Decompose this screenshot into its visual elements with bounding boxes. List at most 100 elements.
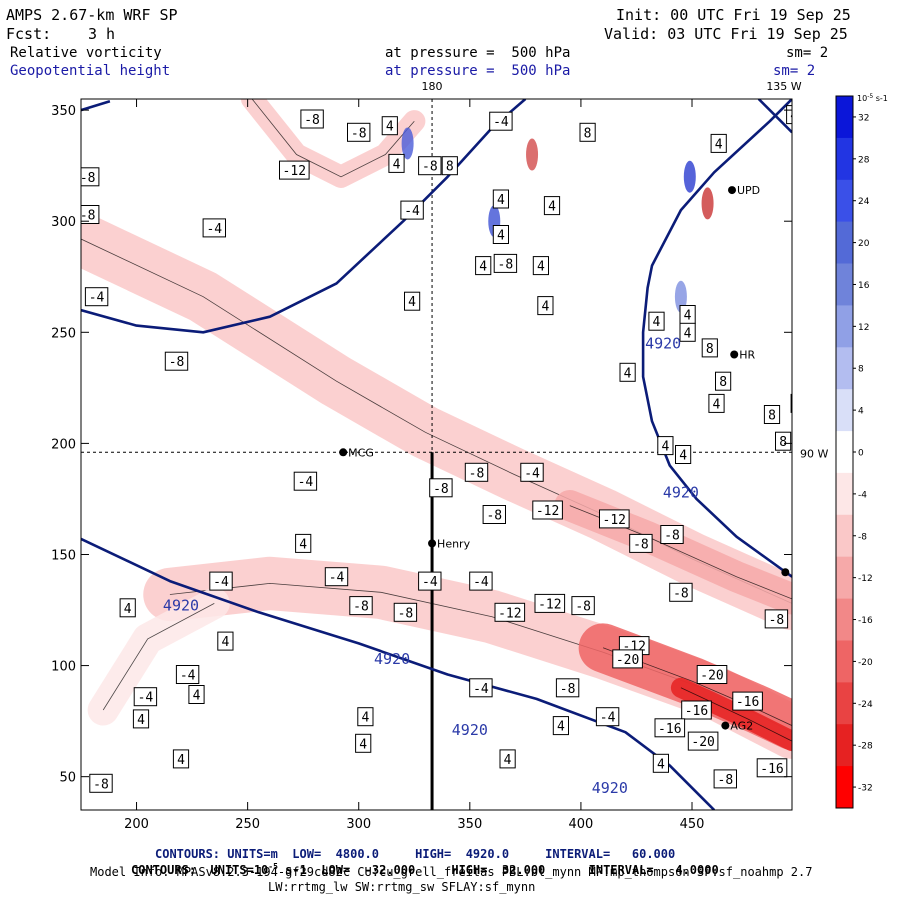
- vorticity-label-box-8: [388, 153, 405, 173]
- vorticity-label-66: -20: [616, 653, 639, 668]
- vorticity-label-3: -8: [80, 171, 96, 186]
- vorticity-label-box-4: [81, 205, 100, 224]
- vorticity-label-box-1: [347, 122, 371, 142]
- colorbar-segment-7: [836, 389, 853, 432]
- x-tick-label-0: 200: [124, 817, 149, 832]
- vorticity-label-box-77: [595, 707, 620, 727]
- colorbar-tick-label-4: 16: [858, 281, 870, 291]
- y-tick-label-3: 200: [51, 437, 76, 452]
- vorticity-label-85: -16: [760, 762, 783, 777]
- vorticity-label-2: -12: [283, 164, 306, 179]
- colorbar-segment-5: [836, 305, 853, 348]
- colorbar-tick-label-8: 0: [858, 449, 864, 459]
- convective-feature-2: [683, 160, 696, 193]
- vorticity-label-56: -8: [398, 606, 414, 621]
- vorticity-label-55: -8: [353, 600, 369, 615]
- vorticity-label-38: 4: [679, 449, 687, 464]
- vorticity-contour-units: UNITS=10-5 s-1: [210, 863, 306, 877]
- y-tick-label-1: 100: [51, 660, 76, 675]
- vorticity-label-50: -4: [213, 575, 229, 590]
- colorbar-tick-label-15: -28: [858, 742, 873, 752]
- vorticity-label-box-70: [133, 687, 158, 707]
- convective-feature-5: [526, 138, 539, 171]
- vorticity-label-81: -20: [691, 735, 714, 750]
- vorticity-label-41: -8: [469, 466, 485, 481]
- colorbar-segment-2: [836, 179, 853, 223]
- vorticity-label-6: 4: [386, 120, 394, 135]
- station-marker-1: [428, 539, 437, 548]
- vorticity-label-box-9: [400, 200, 424, 220]
- vorticity-label-box-39: [293, 471, 318, 491]
- vorticity-label-box-63: [217, 631, 234, 651]
- forecast-label: Fcst:: [6, 25, 52, 43]
- vorticity-label-box-10: [441, 156, 458, 176]
- vorticity-label-29: -8: [169, 355, 185, 370]
- vorticity-label-11: 4: [497, 193, 505, 208]
- vorticity-label-62: -8: [769, 613, 785, 628]
- station-label-4: UPD: [737, 184, 760, 197]
- vorticity-label-83: 4: [177, 753, 185, 768]
- convective-feature-3: [701, 187, 714, 220]
- colorbar-segment-14: [836, 682, 853, 725]
- vorticity-label-box-38: [675, 445, 692, 464]
- longitude-label-90w: 90 W: [800, 447, 828, 460]
- vorticity-label-box-12: [543, 196, 561, 216]
- vorticity-label-69: 4: [193, 688, 201, 703]
- vorticity-label-58: -12: [538, 597, 561, 612]
- vorticity-label-88: -8: [93, 777, 109, 792]
- vorticity-label-box-56: [393, 602, 418, 622]
- colorbar-unit: 10-5 s-1: [857, 93, 888, 103]
- vorticity-label-25: 4: [684, 309, 692, 324]
- vorticity-label-12: 4: [548, 200, 556, 215]
- x-tick-label-1: 250: [235, 817, 260, 832]
- vorticity-contour-info: CONTOURS: UNITS=10-5 s-1 LOW= -32.000 HI…: [131, 851, 719, 877]
- vorticity-label-4: -8: [80, 209, 96, 224]
- model-title: AMPS 2.67-km WRF SP: [6, 6, 178, 24]
- vorticity-label-box-82: [355, 733, 372, 753]
- colorbar-tick-label-12: -16: [858, 616, 873, 626]
- vorticity-label-box-51: [324, 567, 349, 587]
- height-label-64: 4920: [374, 650, 410, 668]
- vorticity-label-31: 4: [713, 397, 721, 412]
- vorticity-label-box-40: [429, 478, 453, 498]
- vorticity-label-49: -8: [664, 528, 680, 543]
- vorticity-label-box-87: [499, 749, 516, 769]
- colorbar-segment-15: [836, 724, 853, 767]
- vorticity-label-box-67: [696, 665, 728, 684]
- vorticity-label-box-72: [555, 678, 580, 698]
- vorticity-label-24: 4: [653, 315, 661, 330]
- vorticity-label-box-29: [164, 351, 189, 371]
- vorticity-label-box-69: [188, 685, 205, 704]
- height-contour-high: HIGH= 4920.0: [415, 847, 510, 861]
- vorticity-label-34: 8: [768, 409, 776, 424]
- vorticity-label-18: -4: [493, 115, 509, 130]
- vorticity-label-40: -8: [433, 482, 449, 497]
- field-height: Geopotential height: [10, 63, 171, 79]
- vorticity-contour-prefix: CONTOURS:: [131, 863, 197, 877]
- y-tick-label-2: 150: [51, 548, 76, 563]
- station-label-1: Henry: [437, 537, 471, 550]
- vorticity-label-77: -4: [600, 711, 616, 726]
- vorticity-label-48: -8: [633, 537, 649, 552]
- vorticity-label-44: -8: [486, 508, 502, 523]
- vorticity-label-21: -4: [89, 291, 105, 306]
- vorticity-label-box-53: [469, 571, 493, 591]
- vorticity-label-82: 4: [359, 737, 367, 752]
- vorticity-contour-5: [102, 603, 215, 711]
- vorticity-label-47: 4: [299, 537, 307, 552]
- height-label-89: 4920: [592, 779, 628, 797]
- vorticity-label-box-15: [493, 253, 518, 273]
- vorticity-label-box-30: [619, 362, 636, 382]
- colorbar-segment-11: [836, 556, 853, 600]
- vorticity-label-box-44: [482, 505, 507, 524]
- colorbar-segment-8: [836, 431, 853, 474]
- vorticity-label-box-6: [381, 116, 398, 136]
- forecast-hours: 3 h: [88, 25, 116, 43]
- vorticity-label-74: -16: [685, 704, 708, 719]
- vorticity-label-80: -16: [658, 722, 681, 737]
- level-vorticity: at pressure = 500 hPa: [385, 45, 571, 61]
- vorticity-label-box-26: [679, 322, 696, 342]
- vorticity-label-0: -8: [304, 113, 320, 128]
- vorticity-label-box-88: [89, 773, 113, 793]
- station-marker-3: [730, 350, 739, 359]
